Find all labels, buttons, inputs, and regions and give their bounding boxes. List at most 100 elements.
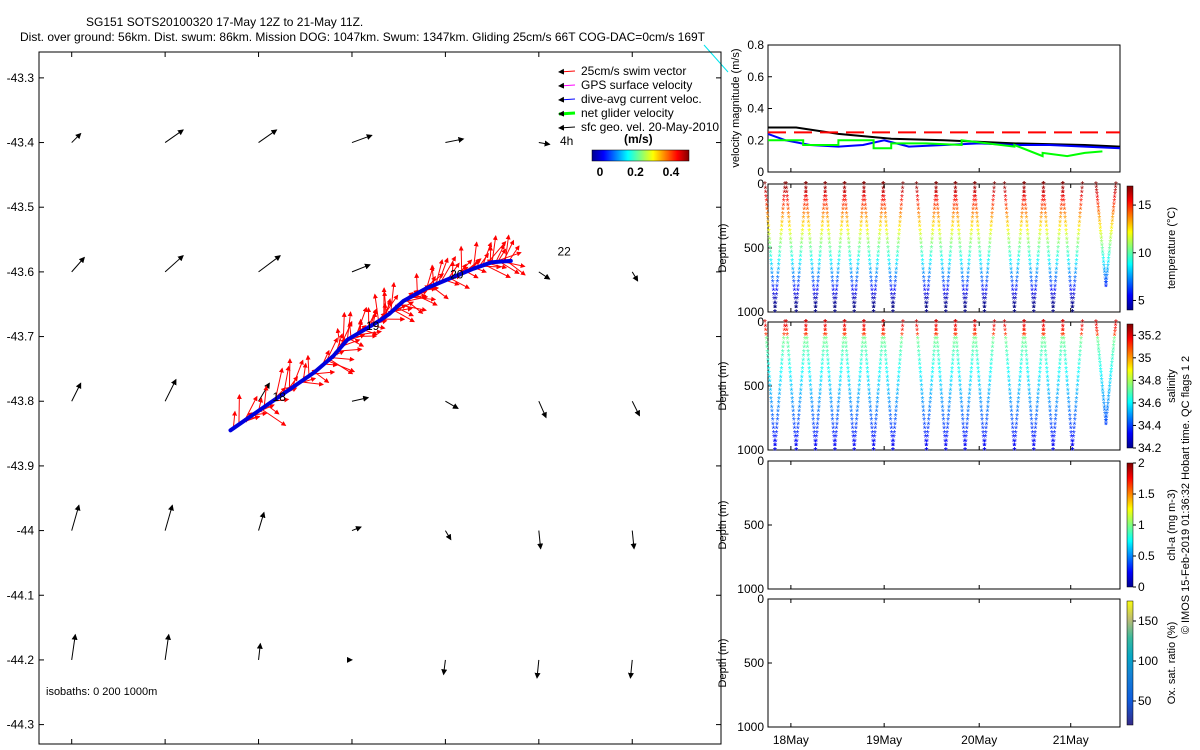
current-vector [258,511,266,531]
profile-sample: * [1108,383,1112,394]
profile-sample: * [1042,184,1046,195]
profile-sample: * [795,300,799,311]
profile-sample: * [920,391,924,402]
profile-sample: * [771,278,775,289]
profile-sample: * [777,391,781,402]
profile-sample: * [963,308,967,319]
profile-sample: * [882,331,886,342]
profile-sample: * [901,322,905,333]
profile-sample: * [988,236,992,247]
profile-sample: * [881,331,885,342]
profile-sample: * [1073,282,1077,293]
profile-sample: * [974,335,978,346]
profile-sample: * [1055,395,1059,406]
profile-sample: * [1002,318,1006,329]
profile-sample: * [886,240,890,251]
profile-sample: * [1103,269,1107,280]
profile-sample: * [839,227,843,238]
profile-sample: * [1027,253,1031,264]
profile-sample: * [1114,318,1118,329]
profile-sample: * [944,304,948,315]
profile-sample: * [1010,282,1014,293]
swim-vector [244,395,258,421]
profile-sample: * [868,399,872,410]
profile-sample: * [854,429,858,440]
profile-sample: * [989,231,993,242]
profile-sample: * [984,425,988,436]
profile-sample: * [1008,248,1012,259]
profile-sample: * [859,356,863,367]
profile-sample: * [1103,272,1107,283]
profile-sample: * [893,278,897,289]
profile-sample: * [1041,180,1045,191]
current-vector [351,395,370,402]
profile-sample: * [898,218,902,229]
profile-sample: * [810,257,814,268]
profile-sample: * [819,240,823,251]
profile-sample: * [838,386,842,397]
map-ytick-label: -43.9 [7,459,35,473]
profile-sample: * [843,180,847,191]
profile-sample: * [773,442,777,453]
profile-sample: * [883,344,887,355]
profile-sample: * [1013,433,1017,444]
profile-sample: * [938,236,942,247]
profile-sample: * [892,295,896,306]
profile-sample: * [833,308,837,319]
profile-sample: * [1078,356,1082,367]
profile-sample: * [979,403,983,414]
time-tick-label: 19May [866,733,902,747]
profile-sample: * [787,352,791,363]
profile-sample: * [848,395,852,406]
profile-sample: * [1008,257,1012,268]
profile-sample: * [973,184,977,195]
profile-sample: * [826,361,830,372]
profile-sample: * [852,446,856,457]
profile-sample: * [843,322,847,333]
profile-sample: * [985,412,989,423]
profile-sample: * [823,322,827,333]
profile-sample: * [1021,339,1025,350]
profile-sample: * [964,300,968,311]
profile-sample: * [1024,352,1028,363]
profile-sample: * [820,223,824,234]
profile-sample: * [1031,304,1035,315]
profile-sample: * [812,287,816,298]
profile-sample: * [939,248,943,259]
profile-sample: * [891,446,895,457]
profile-sample: * [812,420,816,431]
profile-sample: * [834,300,838,311]
profile-sample: * [928,265,932,276]
profile-sample: * [852,300,856,311]
profile-sample: * [1048,265,1052,276]
profile-sample: * [1102,403,1106,414]
profile-sample: * [1035,403,1039,414]
profile-sample: * [838,240,842,251]
profile-sample: * [764,331,768,342]
profile-sample: * [1056,248,1060,259]
profile-sample: * [817,261,821,272]
velocity-ylabel: velocity magnitude (m/s) [730,48,742,167]
profile-sample: * [1113,328,1117,339]
profile-sample: * [778,248,782,259]
profile-sample: * [840,218,844,229]
profile-sample: * [844,197,848,208]
profile-sample: * [1052,304,1056,315]
profile-sample: * [769,395,773,406]
profile-sample: * [1009,399,1013,410]
profile-sample: * [948,395,952,406]
profile-sample: * [1111,349,1115,360]
profile-sample: * [824,193,828,204]
profile-sample: * [836,270,840,281]
profile-sample: * [1072,425,1076,436]
profile-sample: * [1006,231,1010,242]
profile-sample: * [842,180,846,191]
profile-sample: * [770,270,774,281]
profile-sample: * [773,304,777,315]
profile-sample: * [1038,227,1042,238]
profile-sample: * [851,291,855,302]
swim-vector [431,285,449,300]
profile-sample: * [1113,194,1117,205]
profile-sample: * [1041,327,1045,338]
profile-sample: * [865,218,869,229]
